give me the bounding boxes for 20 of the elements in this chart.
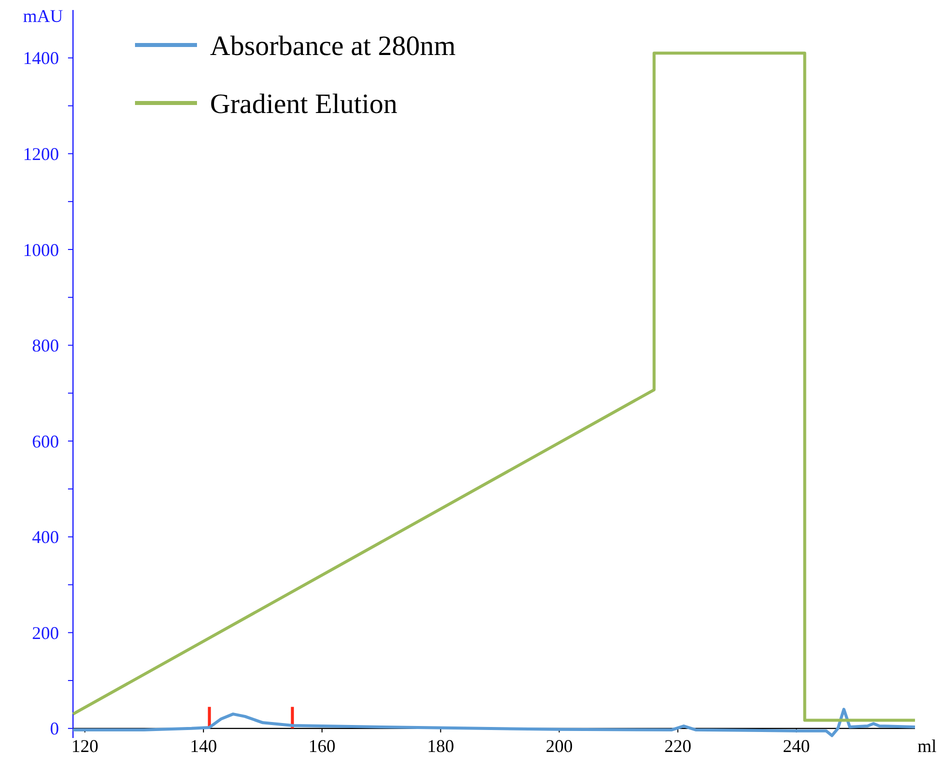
x-tick-label: 240 (782, 736, 810, 756)
y-tick-label: 600 (32, 431, 59, 452)
x-axis-title: ml (917, 736, 937, 756)
y-tick-label: 0 (50, 718, 59, 739)
y-tick-label: 800 (32, 336, 59, 356)
legend-label: Gradient Elution (210, 88, 398, 120)
y-tick-label: 400 (32, 527, 59, 548)
y-tick-label: 1200 (23, 144, 59, 164)
x-tick-label: 120 (71, 736, 98, 756)
y-tick-label: 200 (32, 622, 59, 643)
y-tick-label: 1400 (23, 48, 59, 68)
x-tick-label: 220 (664, 736, 692, 756)
line-series (72, 708, 916, 738)
y-tick-label: 1000 (23, 240, 59, 260)
legend-label: Absorbance at 280nm (210, 30, 456, 62)
y-axis-title: mAU (23, 6, 63, 26)
x-tick-label: 180 (427, 736, 454, 756)
x-tick-label: 200 (546, 736, 573, 756)
x-tick-label: 160 (308, 736, 336, 756)
x-tick-label: 140 (190, 736, 217, 756)
